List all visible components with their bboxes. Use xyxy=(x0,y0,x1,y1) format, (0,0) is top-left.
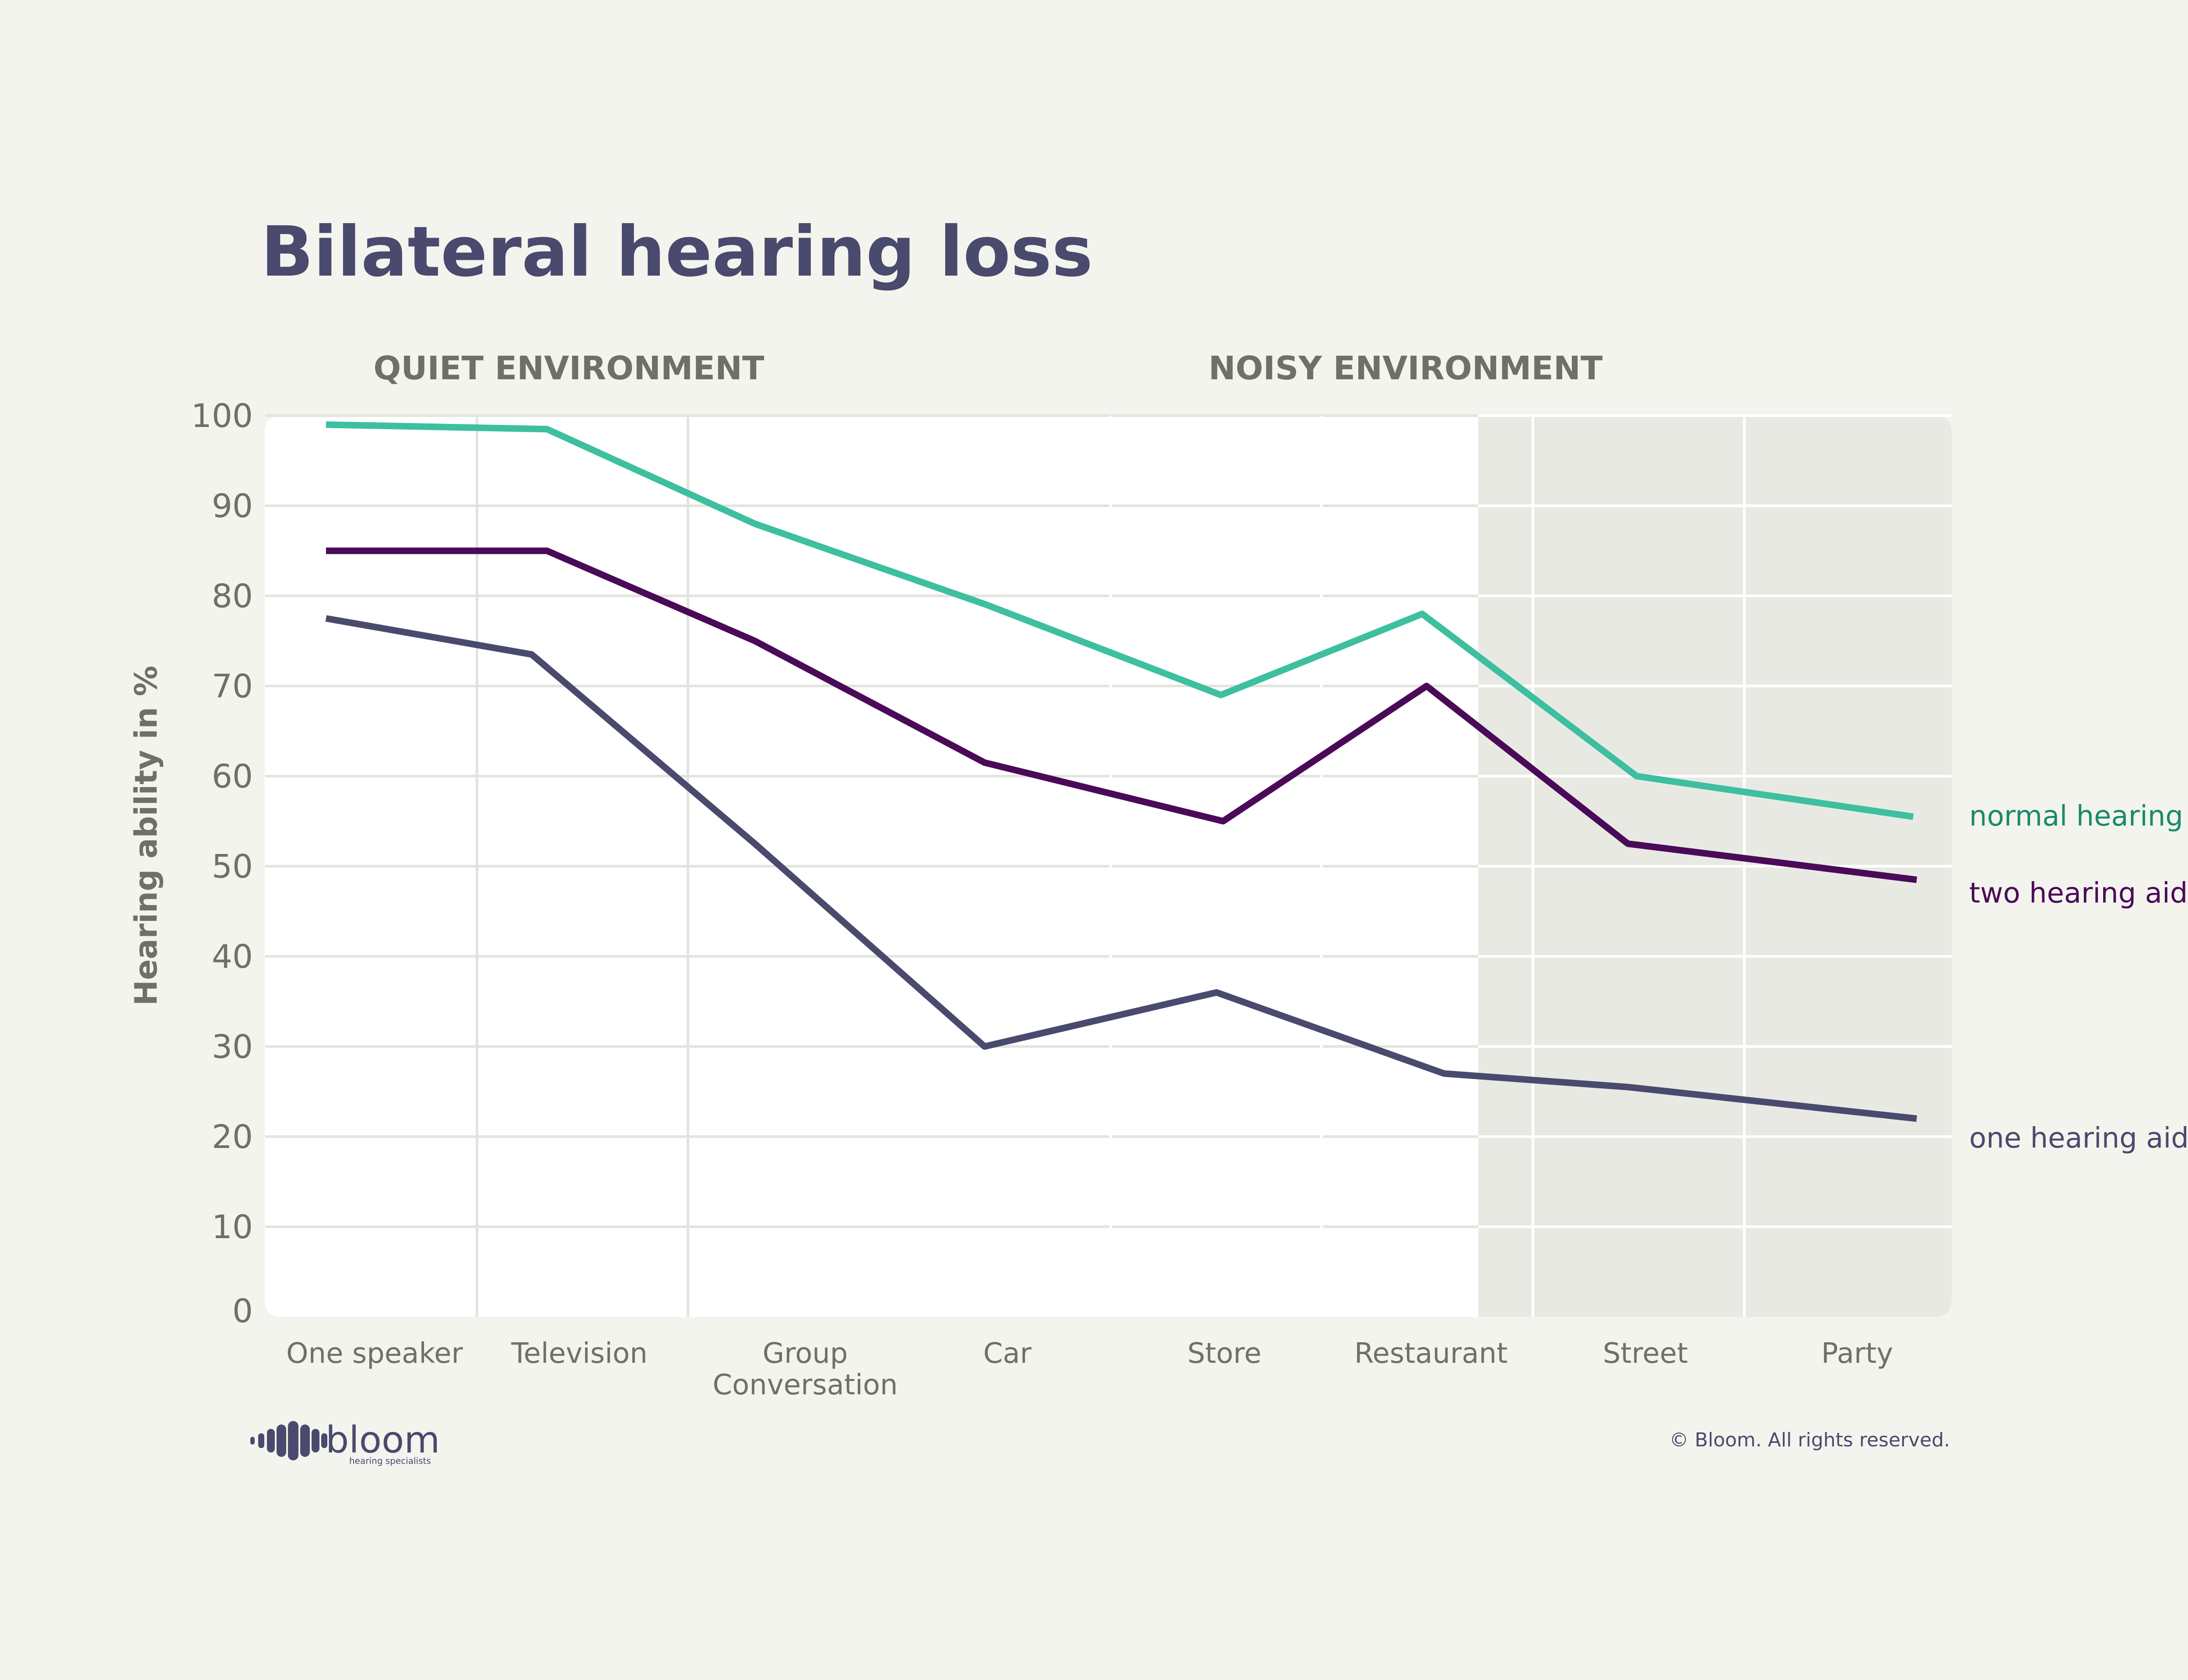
y-tick-label: 60 xyxy=(212,758,253,795)
x-tick-label: One speaker xyxy=(286,1337,463,1370)
brand-tagline: hearing specialists xyxy=(349,1456,431,1466)
x-axis-ticks: One speaker Television Group Conversation Ca… xyxy=(286,1337,1893,1401)
y-tick-label: 0 xyxy=(232,1292,253,1330)
x-tick-label: Restaurant xyxy=(1354,1337,1508,1370)
copyright: © Bloom. All rights reserved. xyxy=(1669,1429,1950,1451)
x-tick-label: Television xyxy=(511,1337,647,1370)
series-line-normal-hearing xyxy=(326,421,1914,820)
series-label-one-hearing-aid: one hearing aid xyxy=(1969,1122,2188,1155)
x-tick-label: Store xyxy=(1187,1337,1261,1370)
y-tick-label: 40 xyxy=(212,938,253,976)
soundwave-icon xyxy=(250,1421,327,1460)
y-axis-label: Hearing ability in % xyxy=(128,665,164,1005)
series-labels: normal hearing two hearing aids one hearin… xyxy=(1969,800,2188,1155)
y-tick-label: 90 xyxy=(212,487,253,525)
chart-title: Bilateral hearing loss xyxy=(261,212,1093,292)
y-tick-label: 10 xyxy=(212,1208,253,1246)
section-label-quiet: QUIET ENVIRONMENT xyxy=(373,350,764,387)
y-tick-label: 100 xyxy=(191,397,253,435)
x-tick-label: Car xyxy=(983,1337,1032,1370)
section-label-noisy: NOISY ENVIRONMENT xyxy=(1209,350,1603,387)
series-line-one-hearing-aid xyxy=(325,615,1917,1122)
series-label-two-hearing-aids: two hearing aids xyxy=(1969,877,2188,910)
brand-name: bloom xyxy=(326,1418,440,1461)
series-lines xyxy=(325,421,1917,1122)
x-tick-label: Party xyxy=(1821,1337,1893,1370)
y-axis-ticks: 0 10 20 30 40 50 60 70 80 90 100 xyxy=(191,397,253,1330)
series-line-two-hearing-aids xyxy=(326,547,1917,883)
gridlines xyxy=(265,414,1952,1317)
x-tick-label: Street xyxy=(1603,1337,1688,1370)
y-tick-label: 50 xyxy=(212,848,253,886)
bloom-logo: bloom hearing specialists xyxy=(250,1418,440,1466)
y-tick-label: 80 xyxy=(212,578,253,615)
y-tick-label: 70 xyxy=(212,668,253,705)
series-label-normal-hearing: normal hearing xyxy=(1969,800,2183,833)
y-tick-label: 30 xyxy=(212,1028,253,1066)
x-tick-label: Group Conversation xyxy=(712,1337,898,1401)
y-tick-label: 20 xyxy=(212,1118,253,1156)
